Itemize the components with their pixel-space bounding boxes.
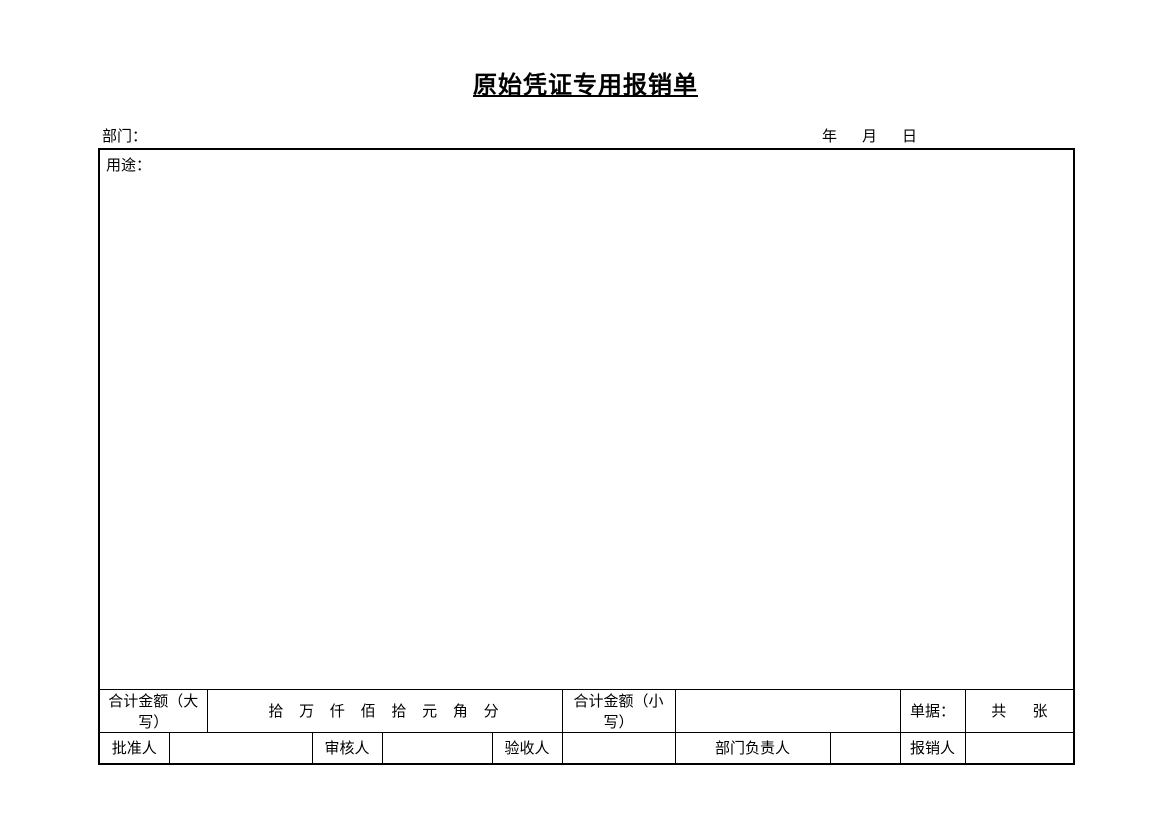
receipt-total: 共	[991, 704, 1006, 720]
inspector-value	[562, 732, 675, 764]
reviewer-label: 审核人	[312, 732, 382, 764]
date-month-label: 月	[862, 129, 879, 145]
amount-row: 合计金额（大写） 拾 万 仟 佰 拾 元 角 分 合计金额（小写） 单据： 共 …	[99, 689, 1074, 732]
reviewer-value	[382, 732, 492, 764]
approver-value	[169, 732, 312, 764]
purpose-cell: 用途：	[99, 149, 1074, 689]
date-day-label: 日	[902, 129, 919, 145]
purpose-row: 用途：	[99, 149, 1074, 689]
claimant-value	[965, 732, 1074, 764]
signature-row: 批准人 审核人 验收人 部门负责人 报销人	[99, 732, 1074, 764]
purpose-label: 用途：	[106, 158, 151, 174]
department-label: 部门：	[102, 125, 147, 146]
date-section: 年 月 日	[822, 125, 1069, 146]
date-year-label: 年	[822, 129, 839, 145]
amount-big-label: 合计金额（大写）	[99, 689, 207, 732]
receipt-count: 共 张	[965, 689, 1074, 732]
approver-label: 批准人	[99, 732, 169, 764]
amount-small-value	[675, 689, 900, 732]
claimant-label: 报销人	[900, 732, 965, 764]
amount-small-label: 合计金额（小写）	[562, 689, 675, 732]
form-table: 用途： 合计金额（大写） 拾 万 仟 佰 拾 元 角 分 合计金额（小写） 单据…	[98, 148, 1075, 765]
receipt-unit: 张	[1032, 704, 1047, 720]
receipt-label: 单据：	[900, 689, 965, 732]
dept-head-label: 部门负责人	[675, 732, 830, 764]
amount-units: 拾 万 仟 佰 拾 元 角 分	[207, 689, 562, 732]
form-title: 原始凭证专用报销单	[98, 65, 1073, 100]
header-row: 部门： 年 月 日	[98, 125, 1073, 146]
dept-head-value	[830, 732, 900, 764]
inspector-label: 验收人	[492, 732, 562, 764]
